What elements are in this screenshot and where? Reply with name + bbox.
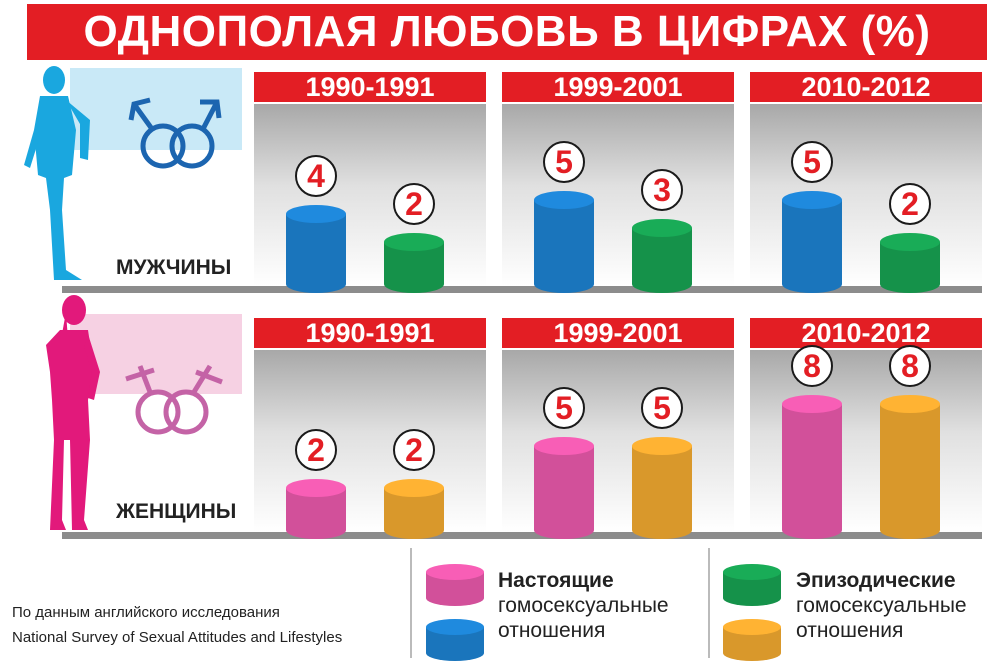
- legend-line2-real: отношения: [498, 619, 606, 642]
- legend-line1-episodic: гомосексуальные: [796, 594, 967, 617]
- bar-body-men-episodic-0: [384, 242, 444, 293]
- bar-top-women-episodic-1: [632, 437, 692, 455]
- female-symbols-icon: [125, 364, 223, 435]
- period-header-women-3: 2010-2012: [750, 318, 982, 348]
- value-label-women-real-2: 8: [803, 348, 821, 384]
- bar-body-women-real-2: [782, 404, 842, 539]
- bar-body-men-real-2: [782, 200, 842, 293]
- bar-top-women-real-2: [782, 395, 842, 413]
- source-line-1: По данным английского исследования: [12, 604, 280, 621]
- bar-top-men-real-0: [286, 205, 346, 223]
- legend-swatch-body-1-1: [723, 627, 781, 661]
- source-line-2: National Survey of Sexual Attitudes and …: [12, 629, 343, 646]
- value-bubble-men-real-1: [543, 141, 585, 183]
- legend-divider-right: [708, 548, 710, 658]
- row-label-men: МУЖЧИНЫ: [116, 256, 232, 279]
- female-silhouette-icon: [46, 295, 100, 530]
- legend-swatch-body-0-1: [426, 627, 484, 661]
- legend-text-real: Настоящие гомосексуальные отношения: [498, 568, 669, 643]
- value-bubble-women-real-0: [295, 429, 337, 471]
- value-label-women-real-1: 5: [555, 390, 573, 426]
- source-note: По данным английского исследования Natio…: [12, 600, 342, 650]
- bar-top-men-real-1: [534, 191, 594, 209]
- value-label-men-episodic-2: 2: [901, 186, 919, 222]
- value-bubble-women-real-2: [791, 345, 833, 387]
- legend-bold-episodic: Эпизодические: [796, 569, 956, 592]
- bar-top-men-episodic-2: [880, 233, 940, 251]
- women-baseline: [62, 532, 982, 539]
- bar-body-women-real-1: [534, 446, 594, 539]
- men-baseline: [62, 286, 982, 293]
- bar-body-men-episodic-2: [880, 242, 940, 293]
- value-bubble-men-episodic-0: [393, 183, 435, 225]
- legend-line2-episodic: отношения: [796, 619, 904, 642]
- value-label-women-episodic-2: 8: [901, 348, 919, 384]
- period-header-men-2: 1999-2001: [502, 72, 734, 102]
- legend-swatch-top-1-0: [723, 564, 781, 580]
- period-header-men-1: 1990-1991: [254, 72, 486, 102]
- value-bubble-women-real-1: [543, 387, 585, 429]
- value-bubble-men-real-2: [791, 141, 833, 183]
- legend-swatch-top-0-1: [426, 619, 484, 635]
- male-silhouette-icon: [24, 66, 90, 280]
- value-bubble-women-episodic-2: [889, 345, 931, 387]
- value-label-men-episodic-1: 3: [653, 172, 671, 208]
- bar-body-men-real-0: [286, 214, 346, 293]
- male-symbols-icon: [128, 97, 222, 169]
- legend-swatch-top-0-0: [426, 564, 484, 580]
- value-bubble-women-episodic-1: [641, 387, 683, 429]
- period-header-women-2: 1999-2001: [502, 318, 734, 348]
- page-title: ОДНОПОЛАЯ ЛЮБОВЬ В ЦИФРАХ (%): [27, 4, 987, 60]
- value-label-men-real-2: 5: [803, 144, 821, 180]
- value-label-men-episodic-0: 2: [405, 186, 423, 222]
- value-label-women-episodic-0: 2: [405, 432, 423, 468]
- bar-top-men-real-2: [782, 191, 842, 209]
- period-header-men-3: 2010-2012: [750, 72, 982, 102]
- bar-top-men-episodic-1: [632, 219, 692, 237]
- value-label-women-episodic-1: 5: [653, 390, 671, 426]
- legend-text-episodic: Эпизодические гомосексуальные отношения: [796, 568, 967, 643]
- legend-line1-real: гомосексуальные: [498, 594, 669, 617]
- bar-body-women-episodic-0: [384, 488, 444, 539]
- value-label-men-real-1: 5: [555, 144, 573, 180]
- bar-body-women-episodic-1: [632, 446, 692, 539]
- bar-body-men-real-1: [534, 200, 594, 293]
- row-label-women: ЖЕНЩИНЫ: [116, 500, 237, 523]
- bar-top-women-real-1: [534, 437, 594, 455]
- legend-swatch-body-1-0: [723, 572, 781, 606]
- legend-divider-left: [410, 548, 412, 658]
- value-label-men-real-0: 4: [307, 158, 325, 194]
- legend-swatch-body-0-0: [426, 572, 484, 606]
- bar-top-women-episodic-0: [384, 479, 444, 497]
- value-bubble-women-episodic-0: [393, 429, 435, 471]
- bar-top-women-real-0: [286, 479, 346, 497]
- legend-swatch-top-1-1: [723, 619, 781, 635]
- period-header-women-1: 1990-1991: [254, 318, 486, 348]
- value-bubble-men-real-0: [295, 155, 337, 197]
- bar-top-women-episodic-2: [880, 395, 940, 413]
- value-bubble-men-episodic-1: [641, 169, 683, 211]
- value-label-women-real-0: 2: [307, 432, 325, 468]
- bar-body-women-real-0: [286, 488, 346, 539]
- bar-body-men-episodic-1: [632, 228, 692, 293]
- value-bubble-men-episodic-2: [889, 183, 931, 225]
- bar-body-women-episodic-2: [880, 404, 940, 539]
- legend-bold-real: Настоящие: [498, 569, 614, 592]
- bar-top-men-episodic-0: [384, 233, 444, 251]
